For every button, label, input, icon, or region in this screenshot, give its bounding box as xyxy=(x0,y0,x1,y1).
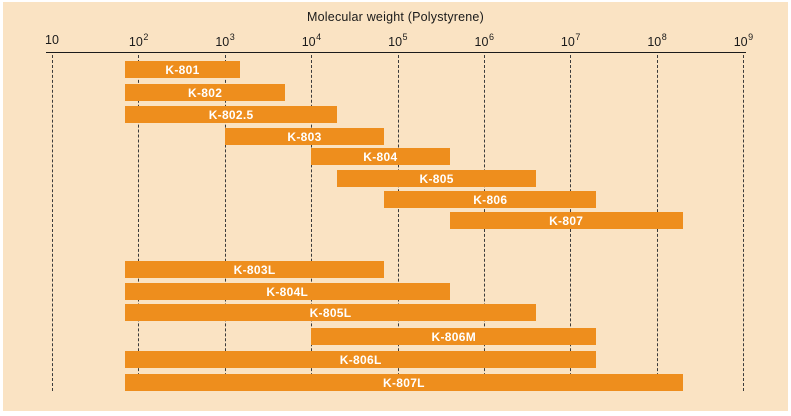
bar-label: K-806 xyxy=(473,192,508,207)
x-tick-label: 105 xyxy=(388,32,408,50)
bar-k-803: K-803 xyxy=(224,128,385,145)
bar-label: K-802.5 xyxy=(208,107,254,122)
bar-label: K-805L xyxy=(309,305,352,320)
bar-k-806l: K-806L xyxy=(125,351,597,368)
bar-label: K-802 xyxy=(188,85,223,100)
x-tick-label: 104 xyxy=(301,32,322,50)
bar-k-804l: K-804L xyxy=(125,283,450,300)
bar-label: K-804L xyxy=(266,284,309,299)
gridline xyxy=(743,55,745,391)
bar-k-802: K-802 xyxy=(125,84,286,101)
bar-k-802-5: K-802.5 xyxy=(125,106,338,123)
x-tick-label: 103 xyxy=(215,32,235,50)
bar-label: K-807 xyxy=(549,213,584,228)
bar-label: K-806M xyxy=(431,329,477,344)
gridline xyxy=(224,55,226,391)
bar-k-805: K-805 xyxy=(337,170,536,187)
x-tick-label: 10 xyxy=(45,33,59,47)
bar-label: K-807L xyxy=(382,375,425,390)
bar-label: K-803L xyxy=(233,262,276,277)
x-axis-line xyxy=(46,52,746,53)
gridline xyxy=(138,55,140,391)
gridline xyxy=(397,55,399,391)
bar-k-807l: K-807L xyxy=(125,374,683,391)
x-tick-label: 106 xyxy=(474,32,494,50)
bar-k-807: K-807 xyxy=(449,212,683,229)
x-tick-label: 102 xyxy=(128,32,149,50)
bar-k-801: K-801 xyxy=(125,61,240,78)
bar-label: K-804 xyxy=(363,149,398,164)
x-tick-label: 109 xyxy=(733,32,754,50)
bar-label: K-801 xyxy=(165,62,200,77)
x-tick-label: 108 xyxy=(647,32,667,50)
bar-k-805l: K-805L xyxy=(125,304,536,321)
bar-label: K-805 xyxy=(419,171,454,186)
bar-k-804: K-804 xyxy=(311,148,450,165)
bar-k-806: K-806 xyxy=(384,191,597,208)
bar-label: K-803 xyxy=(287,129,322,144)
bar-k-806m: K-806M xyxy=(311,328,597,345)
chart-title: Molecular weight (Polystyrene) xyxy=(307,10,484,24)
x-tick-label: 107 xyxy=(560,32,581,50)
gridline xyxy=(52,55,53,391)
bar-label: K-806L xyxy=(339,352,382,367)
bar-k-803l: K-803L xyxy=(125,261,385,278)
gridline xyxy=(311,55,313,391)
